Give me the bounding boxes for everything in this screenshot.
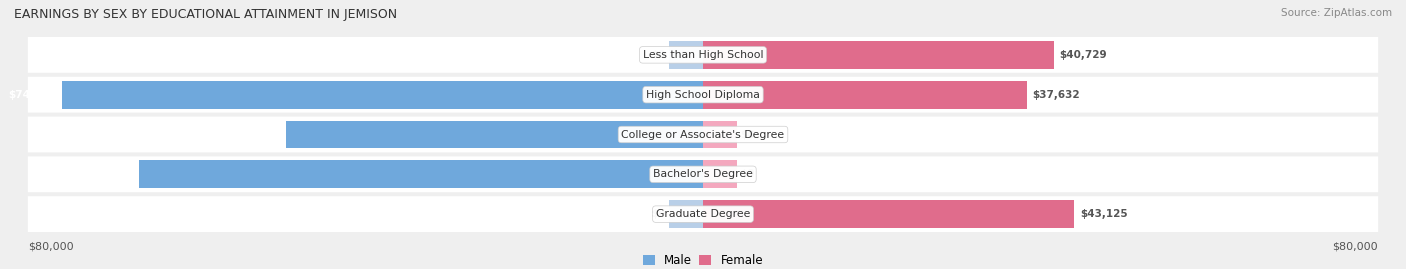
Text: $0: $0: [740, 129, 755, 140]
Legend: Male, Female: Male, Female: [638, 249, 768, 269]
Text: EARNINGS BY SEX BY EDUCATIONAL ATTAINMENT IN JEMISON: EARNINGS BY SEX BY EDUCATIONAL ATTAINMEN…: [14, 8, 396, 21]
FancyBboxPatch shape: [28, 156, 1378, 192]
Text: $0: $0: [651, 50, 666, 60]
Text: $0: $0: [740, 169, 755, 179]
Bar: [703, 41, 1053, 69]
Text: $48,462: $48,462: [232, 129, 280, 140]
Text: $37,632: $37,632: [1032, 90, 1080, 100]
Text: College or Associate's Degree: College or Associate's Degree: [621, 129, 785, 140]
Bar: [703, 160, 738, 188]
Text: $65,500: $65,500: [86, 169, 134, 179]
FancyBboxPatch shape: [28, 77, 1378, 113]
Text: $43,125: $43,125: [1080, 209, 1128, 219]
Bar: [703, 121, 738, 148]
Bar: [62, 81, 703, 109]
FancyBboxPatch shape: [28, 196, 1378, 232]
Text: Graduate Degree: Graduate Degree: [655, 209, 751, 219]
Bar: [703, 81, 1026, 109]
Bar: [669, 41, 703, 69]
Text: $0: $0: [651, 209, 666, 219]
Text: High School Diploma: High School Diploma: [647, 90, 759, 100]
Text: $80,000: $80,000: [28, 241, 73, 251]
Bar: [139, 160, 703, 188]
Text: $40,729: $40,729: [1059, 50, 1107, 60]
Bar: [285, 121, 703, 148]
Text: $74,464: $74,464: [8, 90, 56, 100]
Bar: [669, 200, 703, 228]
Text: Less than High School: Less than High School: [643, 50, 763, 60]
FancyBboxPatch shape: [28, 37, 1378, 73]
Bar: [703, 200, 1074, 228]
Text: Source: ZipAtlas.com: Source: ZipAtlas.com: [1281, 8, 1392, 18]
Text: Bachelor's Degree: Bachelor's Degree: [652, 169, 754, 179]
Text: $80,000: $80,000: [1333, 241, 1378, 251]
FancyBboxPatch shape: [28, 116, 1378, 153]
